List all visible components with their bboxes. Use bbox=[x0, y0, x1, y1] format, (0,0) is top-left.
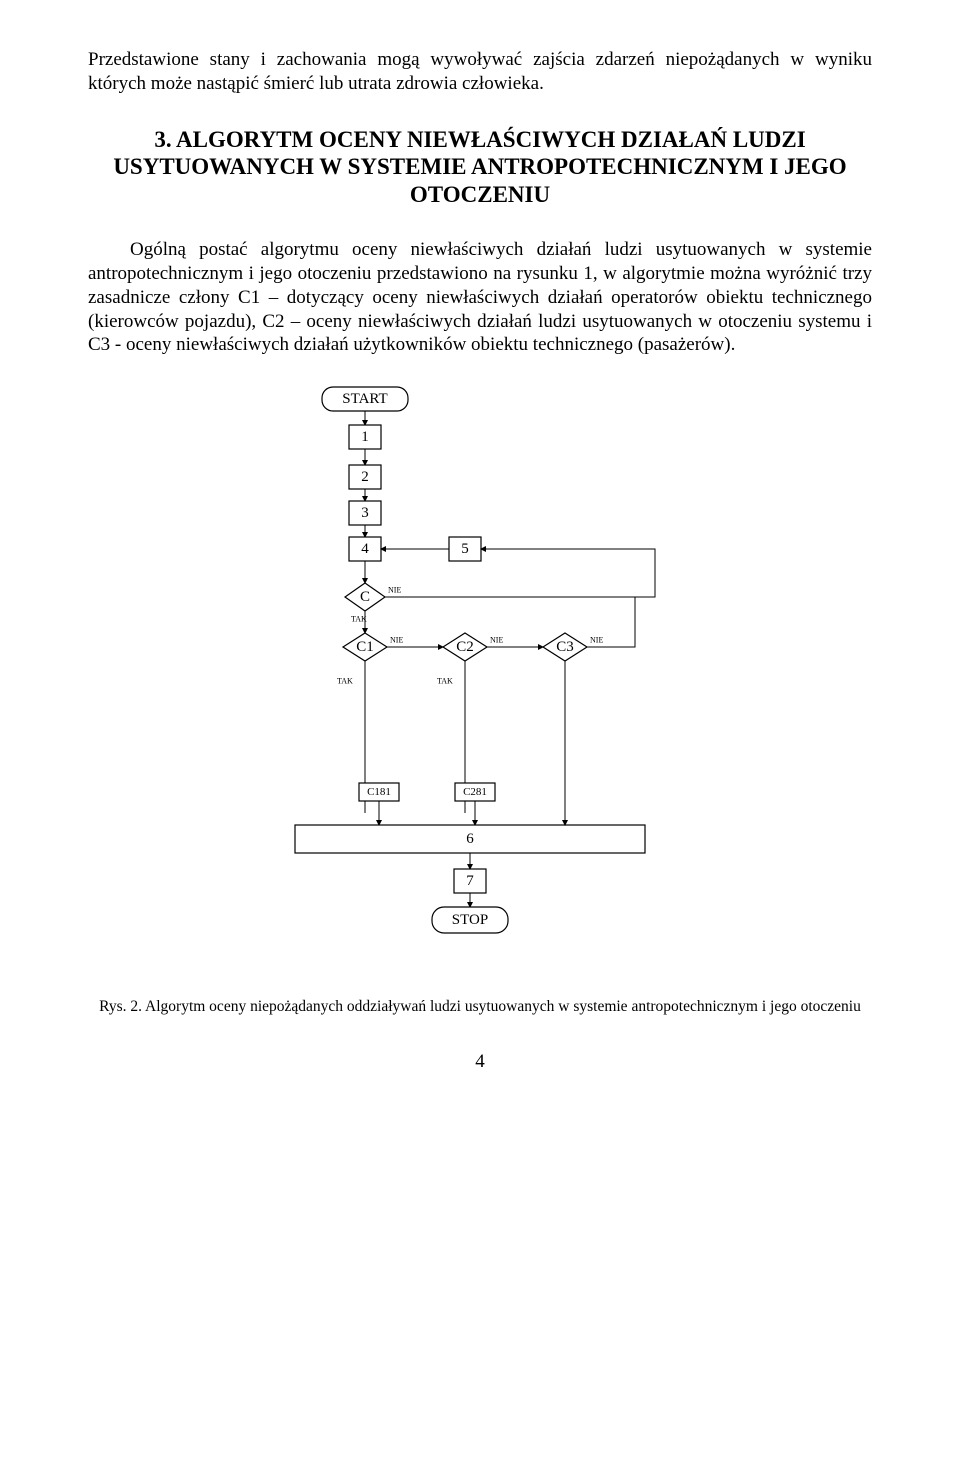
node-2: 2 bbox=[361, 469, 369, 485]
figure-caption: Rys. 2. Algorytm oceny niepożądanych odd… bbox=[88, 997, 872, 1017]
label-tak-c1: TAK bbox=[337, 677, 353, 686]
section-heading: 3. ALGORYTM OCENY NIEWŁAŚCIWYCH DZIAŁAŃ … bbox=[88, 126, 872, 209]
label-nie-c: NIE bbox=[388, 586, 401, 595]
node-6: 6 bbox=[466, 831, 474, 847]
node-1: 1 bbox=[361, 429, 369, 445]
node-c181: C181 bbox=[367, 786, 391, 798]
node-start: START bbox=[342, 391, 387, 407]
flowchart-diagram: START 1 2 3 4 5 C N bbox=[255, 385, 705, 975]
page-number: 4 bbox=[88, 1051, 872, 1073]
node-stop: STOP bbox=[452, 912, 488, 928]
node-c2: C2 bbox=[456, 639, 474, 655]
label-nie-c3: NIE bbox=[590, 636, 603, 645]
node-3: 3 bbox=[361, 505, 369, 521]
node-c3: C3 bbox=[556, 639, 574, 655]
body-paragraph: Ogólną postać algorytmu oceny niewłaściw… bbox=[88, 238, 872, 357]
node-c1: C1 bbox=[356, 639, 374, 655]
intro-paragraph: Przedstawione stany i zachowania mogą wy… bbox=[88, 48, 872, 96]
node-4: 4 bbox=[361, 541, 369, 557]
label-nie-c2: NIE bbox=[490, 636, 503, 645]
label-nie-c1: NIE bbox=[390, 636, 403, 645]
node-c: C bbox=[360, 589, 370, 605]
node-5: 5 bbox=[461, 541, 469, 557]
node-7: 7 bbox=[466, 873, 474, 889]
node-c281: C281 bbox=[463, 786, 487, 798]
label-tak-c2: TAK bbox=[437, 677, 453, 686]
